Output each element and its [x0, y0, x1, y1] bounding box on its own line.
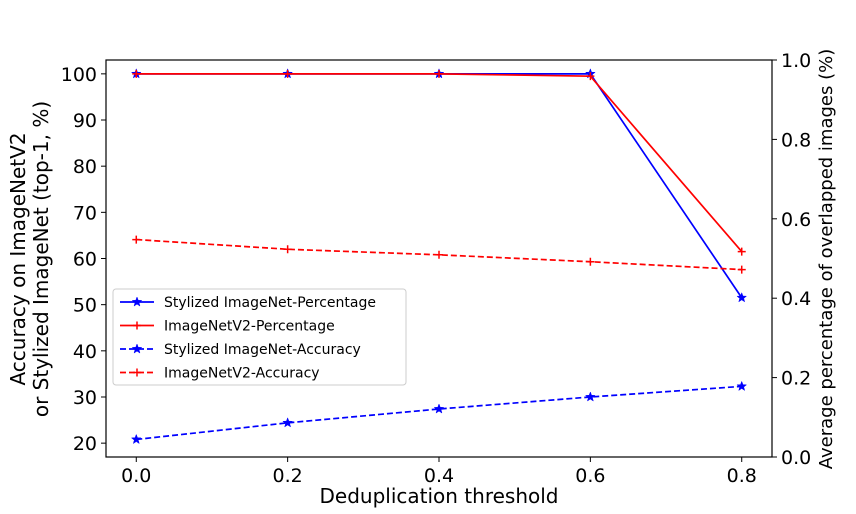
series-1: [132, 69, 746, 256]
legend-label: Stylized ImageNet-Accuracy: [164, 342, 361, 358]
legend-label: ImageNetV2-Accuracy: [164, 366, 320, 382]
series-line: [136, 385, 742, 441]
y-left-tick-label: 70: [73, 202, 97, 224]
series-2: [130, 380, 748, 445]
legend-marker: [131, 343, 143, 354]
y-right-tick-label: 1.0: [781, 50, 811, 72]
y-left-tick-label: 90: [73, 110, 97, 132]
legend: Stylized ImageNet-Percentage ImageNetV2-P…: [112, 288, 407, 386]
series-line: [136, 238, 742, 271]
x-tick-label: 0.0: [121, 465, 151, 487]
data-point: [283, 69, 292, 78]
y-left-tick-label: 50: [73, 295, 97, 317]
series-layer: [130, 68, 748, 445]
series-0: [130, 68, 748, 303]
data-point: [132, 69, 141, 78]
data-point: [586, 72, 595, 81]
legend-label: Stylized ImageNet-Percentage: [164, 295, 376, 311]
data-point: [586, 257, 595, 266]
y-left-tick-label: 100: [61, 64, 97, 86]
data-point: [435, 69, 443, 78]
legend-item: ImageNetV2-Accuracy: [120, 366, 320, 382]
data-point: [283, 245, 292, 254]
y-axis-right: 0.0 0.2 0.4 0.6 0.8 1.0: [772, 50, 811, 469]
data-point: [736, 292, 748, 303]
y-left-tick-label: 20: [73, 433, 97, 455]
y-right-tick-label: 0.6: [781, 209, 811, 231]
y-right-tick-label: 0.4: [781, 288, 811, 310]
series-3: [132, 235, 746, 274]
legend-item: ImageNetV2-Percentage: [120, 319, 335, 335]
data-point: [584, 391, 596, 402]
x-tick-label: 0.4: [424, 465, 454, 487]
data-point: [737, 247, 746, 256]
data-point: [433, 403, 445, 414]
y-right-tick-label: 0.8: [781, 129, 811, 151]
data-point: [736, 380, 748, 391]
legend-marker: [133, 321, 141, 330]
x-axis-title: Deduplication threshold: [320, 484, 559, 508]
legend-label: ImageNetV2-Percentage: [164, 319, 335, 335]
y-left-axis-title-line1: Accuracy on ImageNetV2: [6, 132, 30, 385]
data-point: [282, 417, 294, 428]
y-right-axis-title: Average percentage of overlapped images …: [816, 49, 837, 469]
data-point: [435, 250, 443, 259]
y-left-tick-label: 40: [73, 341, 97, 363]
legend-marker: [133, 368, 141, 377]
x-tick-label: 0.2: [273, 465, 303, 487]
data-point: [130, 433, 142, 445]
data-point: [132, 235, 141, 244]
legend-marker: [131, 296, 143, 307]
legend-item: Stylized ImageNet-Accuracy: [120, 342, 361, 358]
x-axis: 0.0 0.2 0.4 0.6 0.8: [121, 457, 757, 487]
y-right-tick-label: 0.2: [781, 368, 811, 390]
y-left-tick-label: 60: [73, 249, 97, 271]
y-left-tick-label: 30: [73, 387, 97, 409]
x-tick-label: 0.6: [575, 465, 605, 487]
y-left-tick-label: 80: [73, 156, 97, 178]
y-left-axis-title-line2: or Stylized ImageNet (top-1, %): [29, 101, 53, 417]
data-point: [737, 265, 746, 274]
x-tick-label: 0.8: [727, 465, 757, 487]
y-right-tick-label: 0.0: [781, 447, 811, 469]
legend-box: [112, 288, 407, 386]
y-axis-left: 20 30 40 50 60 70 80 90 100: [61, 64, 106, 455]
legend-items: Stylized ImageNet-Percentage ImageNetV2-P…: [120, 295, 376, 382]
legend-item: Stylized ImageNet-Percentage: [120, 295, 376, 311]
